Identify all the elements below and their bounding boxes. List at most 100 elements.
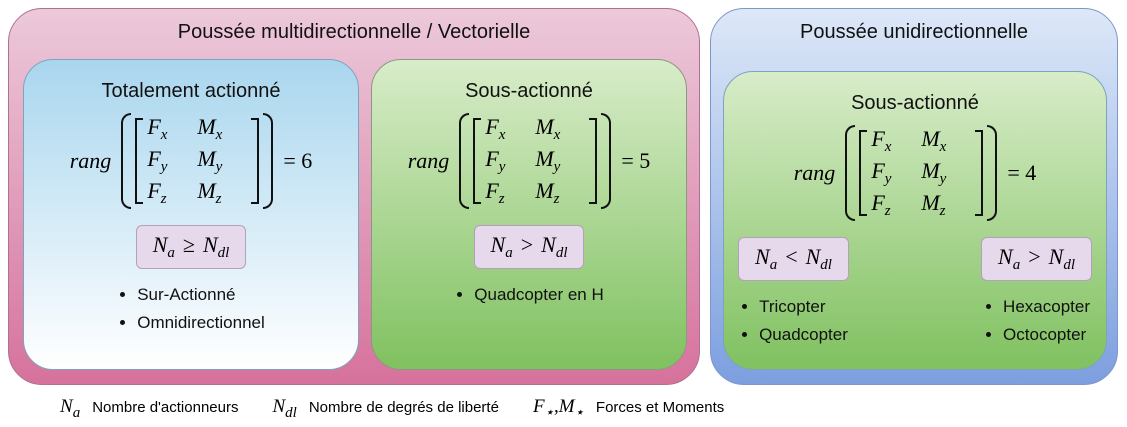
math-symbol: M <box>197 114 216 139</box>
bracket <box>473 118 482 204</box>
math-subscript: x <box>215 127 223 143</box>
math-subscript: y <box>160 159 168 175</box>
column: Na < Ndl Tricopter Quadcopter <box>738 225 849 353</box>
matrix-cell: Mz <box>197 178 247 208</box>
bracket <box>975 130 984 216</box>
math-subscript: x <box>884 139 892 155</box>
matrix: Fx Mx Fy My Fz Mz <box>867 126 975 220</box>
rank-label: rang <box>793 160 836 185</box>
legend-item: Na Nombre d'actionneurs <box>60 396 238 422</box>
panel-title: Sous-actionné <box>851 92 979 114</box>
matrix-cell: Mx <box>197 114 247 144</box>
legend-text: Nombre d'actionneurs <box>92 399 239 416</box>
math-operator: > <box>520 232 534 257</box>
math-subscript: y <box>939 171 947 187</box>
math-subscript: y <box>884 171 892 187</box>
paren <box>263 113 274 209</box>
rank-label: rang <box>69 148 112 173</box>
matrix-cell: Mz <box>535 178 585 208</box>
math-subscript: z <box>160 191 167 207</box>
math-symbol: M <box>921 126 940 151</box>
math-symbol: N <box>1048 244 1064 269</box>
math-symbol: N <box>755 244 770 269</box>
paren <box>459 113 470 209</box>
bullet-list: Tricopter Quadcopter <box>739 297 848 353</box>
math-subscript: a <box>505 245 513 261</box>
legend-text: Forces et Moments <box>595 399 725 416</box>
math-symbol: M <box>535 114 554 139</box>
column: Na > Ndl Quadcopter en H <box>454 213 604 313</box>
math-subscript: x <box>498 127 506 143</box>
math-subscript: dl <box>555 245 568 261</box>
math-subscript: x <box>939 139 947 155</box>
math-symbol: M <box>921 190 940 215</box>
math-subscript: dl <box>1063 257 1075 273</box>
matrix-cell: Fx <box>485 114 535 144</box>
math-subscript: x <box>160 127 168 143</box>
math-operator: > <box>1028 244 1041 269</box>
math-subscript: y <box>215 159 223 175</box>
math-symbol: N <box>998 244 1013 269</box>
math-subscript: z <box>939 203 946 219</box>
bracket <box>251 118 260 204</box>
bullet-item: Quadcopter <box>759 325 848 345</box>
panel-title: Sous-actionné <box>465 80 593 102</box>
math-operator: ≥ <box>182 232 195 257</box>
condition-box: Na > Ndl <box>473 225 585 269</box>
math-symbol: F <box>485 146 499 171</box>
math-symbol: M <box>535 146 554 171</box>
bullet-list: Sur-Actionné Omnidirectionnel <box>117 285 265 341</box>
rank-equation: rang Fx Mx Fy My Fz Mz = 4 <box>794 121 1036 225</box>
matrix-cell: Fy <box>485 146 535 176</box>
rank-equation: rang Fx Mx Fy My Fz Mz = 5 <box>408 109 650 213</box>
condition-box: Na > Ndl <box>981 237 1092 281</box>
math-symbol: N <box>490 232 506 257</box>
bullet-list: Hexacopter Octocopter <box>983 297 1090 353</box>
math-subscript: dl <box>285 405 297 421</box>
condition: Na < Ndl <box>755 244 832 273</box>
math-symbol: F <box>871 190 885 215</box>
math-symbol: F <box>871 158 885 183</box>
rank-equation: rang Fx Mx Fy My Fz Mz = 6 <box>70 109 312 213</box>
math-subscript: a <box>167 245 175 261</box>
legend-symbol: F⋆,M⋆ <box>533 396 584 421</box>
math-symbol: M <box>535 178 554 203</box>
math-symbol: F <box>147 146 161 171</box>
bullet-item: Sur-Actionné <box>137 285 265 305</box>
math-subscript: dl <box>217 245 230 261</box>
panel-title: Totalement actionné <box>101 80 281 102</box>
math-symbol: F <box>485 114 499 139</box>
bullet-item: Hexacopter <box>1003 297 1090 317</box>
paren <box>987 125 998 221</box>
math-symbol: M <box>197 146 216 171</box>
math-subscript: ⋆ <box>574 405 584 421</box>
column: Na > Ndl Hexacopter Octocopter <box>981 225 1092 353</box>
matrix-cell: Fz <box>485 178 535 208</box>
group-box: Poussée multidirectionnelle / Vectoriell… <box>8 8 700 385</box>
matrix-cell: Mz <box>921 190 971 220</box>
math-subscript: z <box>553 191 560 207</box>
legend: Na Nombre d'actionneurs Ndl Nombre de degré… <box>60 396 724 422</box>
legend-item: Ndl Nombre de degrés de liberté <box>272 396 498 422</box>
math-symbol: M <box>197 178 216 203</box>
bracket <box>859 130 868 216</box>
rank-value: = 5 <box>621 148 651 173</box>
matrix-cell: Fz <box>871 190 921 220</box>
condition-box: Na < Ndl <box>738 237 849 281</box>
panel: Totalement actionné rang Fx Mx Fy My Fz Mz = 6 Na… <box>23 59 359 370</box>
matrix-cell: Mx <box>921 126 971 156</box>
math-symbol: F <box>147 178 161 203</box>
bullet-item: Octocopter <box>1003 325 1090 345</box>
bullet-item: Omnidirectionnel <box>137 313 265 333</box>
math-subscript: z <box>884 203 891 219</box>
math-symbol: N <box>805 244 821 269</box>
math-symbol: N <box>60 396 73 417</box>
bracket <box>135 118 144 204</box>
math-symbol: N <box>202 232 218 257</box>
group-title: Poussée unidirectionnelle <box>800 21 1028 43</box>
column: Na ≥ Ndl Sur-Actionné Omnidirectionnel <box>117 213 265 341</box>
columns: Na ≥ Ndl Sur-Actionné Omnidirectionnel <box>24 213 358 341</box>
math-symbol: M <box>558 396 575 417</box>
